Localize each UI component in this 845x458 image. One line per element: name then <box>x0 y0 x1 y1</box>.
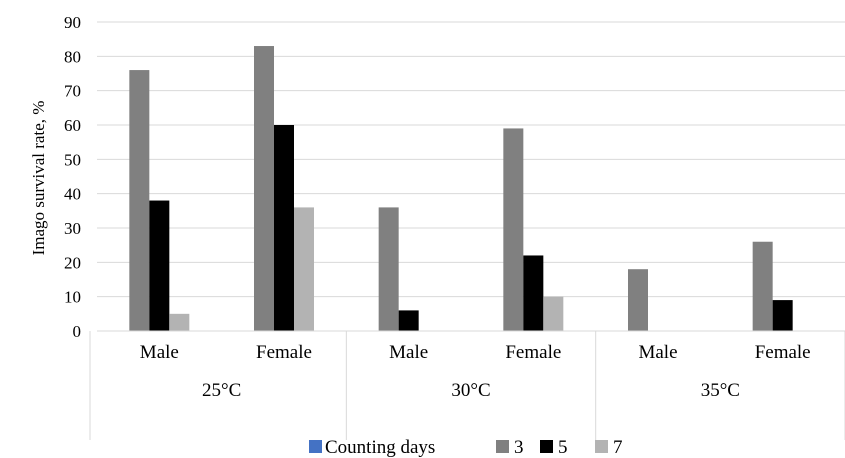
bar-series-7-female-25°C <box>294 207 314 331</box>
bar-series-7-male-25°C <box>169 313 190 331</box>
bar-series-5-male-25°C <box>149 200 170 331</box>
y-tick-label: 90 <box>64 13 81 32</box>
legend-marker-counting-days <box>309 440 322 453</box>
legend-label-3: 3 <box>514 437 524 458</box>
bar-series-5-female-30°C <box>523 255 544 331</box>
bar-series-5-female-35°C <box>772 300 793 331</box>
axes: 0 10 20 30 40 50 60 70 80 90 Male Female Male Female M… <box>64 13 845 440</box>
legend-marker-7 <box>595 440 608 453</box>
legend-label-5: 5 <box>558 437 568 458</box>
bar-series-3-female-25°C <box>254 46 274 332</box>
gridlines <box>97 21 845 332</box>
x-group-label: 30°C <box>451 380 490 401</box>
y-tick-label: 30 <box>64 219 81 238</box>
y-axis-title: Imago survival rate, % <box>29 101 48 256</box>
y-tick-label: 40 <box>64 185 81 204</box>
bar-series-5-female-25°C <box>274 125 294 331</box>
x-category-label: Female <box>505 342 561 363</box>
legend-marker-3 <box>496 440 509 453</box>
bar-series-5-male-30°C <box>398 310 419 331</box>
x-category-label: Female <box>256 342 312 363</box>
bar-series-3-male-30°C <box>378 207 399 331</box>
bar-series-3-female-35°C <box>752 241 773 331</box>
y-tick-label: 0 <box>73 322 82 341</box>
bar-series-3-female-30°C <box>503 128 524 331</box>
x-group-label: 25°C <box>202 380 241 401</box>
y-tick-label: 20 <box>64 253 81 272</box>
y-tick-label: 60 <box>64 116 81 135</box>
x-group-label: 35°C <box>701 380 740 401</box>
y-tick-label: 70 <box>64 82 81 101</box>
y-tick-label: 50 <box>64 150 81 169</box>
legend-label-7: 7 <box>613 437 623 458</box>
x-category-label: Male <box>389 342 428 363</box>
x-category-label: Female <box>755 342 811 363</box>
bar-series-3-male-25°C <box>129 70 150 332</box>
legend: Counting days 3 5 7 <box>309 437 623 458</box>
x-category-label: Male <box>638 342 677 363</box>
bar-series-7-female-30°C <box>543 296 564 331</box>
x-category-label: Male <box>140 342 179 363</box>
y-tick-label: 10 <box>64 288 81 307</box>
bars <box>129 46 793 332</box>
bar-series-3-male-35°C <box>628 269 648 331</box>
y-tick-label: 80 <box>64 47 81 66</box>
legend-title: Counting days <box>325 437 435 458</box>
legend-marker-5 <box>540 440 553 453</box>
